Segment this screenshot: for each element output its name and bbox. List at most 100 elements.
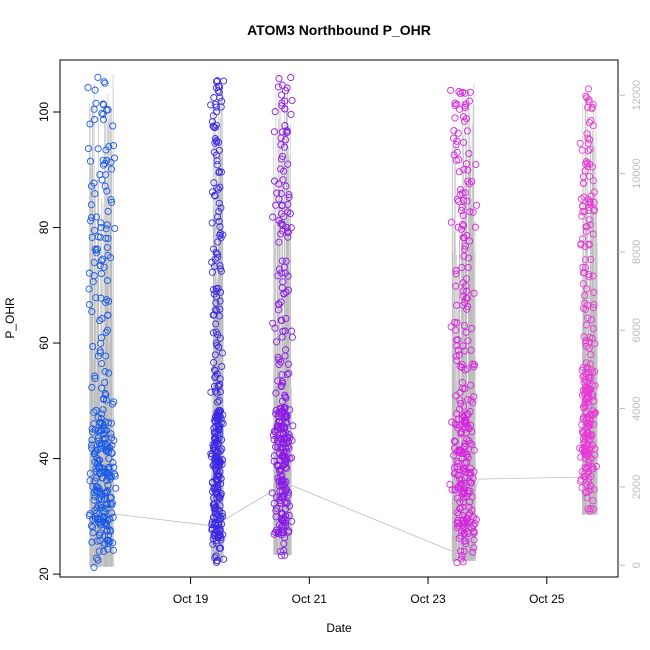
scatter-point <box>450 437 458 445</box>
scatter-point <box>278 522 286 530</box>
scatter-point <box>582 408 590 417</box>
scatter-point <box>106 526 114 534</box>
scatter-point <box>287 224 295 232</box>
scatter-point <box>209 122 217 130</box>
scatter-point <box>98 255 107 263</box>
scatter-point <box>274 528 282 536</box>
scatter-point <box>97 223 105 232</box>
scatter-point <box>214 238 222 246</box>
scatter-point <box>456 186 464 194</box>
scatter-point <box>287 73 295 82</box>
scatter-point <box>273 526 281 534</box>
scatter-point <box>269 213 277 221</box>
scatter-point <box>459 384 467 392</box>
scatter-point <box>107 196 115 204</box>
scatter-point <box>459 221 467 229</box>
scatter-point <box>278 371 286 379</box>
scatter-point <box>213 494 221 502</box>
scatter-point <box>216 223 224 231</box>
scatter-point <box>97 270 106 278</box>
scatter-point <box>580 429 588 437</box>
scatter-point <box>100 547 108 555</box>
scatter-point <box>289 422 297 430</box>
scatter-point <box>466 479 474 487</box>
scatter-point <box>585 384 593 392</box>
scatter-point <box>463 275 471 283</box>
scatter-point <box>106 537 114 546</box>
scatter-point <box>450 470 458 478</box>
scatter-point <box>90 563 98 571</box>
scatter-point <box>583 494 591 502</box>
scatter-point <box>454 129 462 137</box>
scatter-point <box>278 257 286 265</box>
scatter-point <box>110 154 119 162</box>
scatter-point <box>89 428 97 436</box>
scatter-point <box>582 431 590 439</box>
scatter-point <box>212 121 220 129</box>
scatter-point <box>102 328 110 336</box>
scatter-point <box>461 104 469 112</box>
scatter-point <box>103 277 111 285</box>
scatter-point <box>88 444 96 452</box>
scatter-point <box>589 177 597 185</box>
scatter-point <box>84 144 93 153</box>
scatter-point <box>220 77 228 85</box>
scatter-point <box>111 224 119 233</box>
scatter-point <box>584 314 592 322</box>
scatter-point <box>93 454 101 463</box>
scatter-point <box>92 467 100 476</box>
scatter-point <box>96 347 104 355</box>
scatter-point <box>214 469 222 477</box>
scatter-point <box>209 112 217 120</box>
scatter-point <box>100 78 108 86</box>
scatter-point <box>578 146 586 154</box>
scatter-point <box>589 272 597 280</box>
scatter-point <box>87 217 95 225</box>
scatter-point <box>282 314 290 323</box>
scatter-point <box>456 362 464 370</box>
scatter-point <box>97 441 106 449</box>
scatter-point <box>215 343 223 351</box>
scatter-point <box>464 519 472 527</box>
x-axis-label: Date <box>326 621 352 635</box>
scatter-point <box>451 114 459 122</box>
scatter-point <box>107 165 116 173</box>
scatter-point <box>283 129 291 137</box>
scatter-point <box>102 521 110 530</box>
scatter-point <box>282 136 290 144</box>
scatter-point <box>207 101 215 109</box>
scatter-point <box>279 438 287 446</box>
x-tick-label: Oct 19 <box>173 592 209 606</box>
scatter-point <box>466 237 474 245</box>
scatter-point <box>98 384 106 392</box>
scatter-point <box>92 294 100 302</box>
scatter-point <box>215 199 223 207</box>
scatter-point <box>90 179 98 187</box>
scatter-point <box>460 412 468 420</box>
scatter-point <box>214 381 222 389</box>
scatter-point <box>463 197 471 205</box>
scatter-point <box>213 414 221 422</box>
scatter-point <box>282 288 290 296</box>
scatter-point <box>90 489 98 497</box>
scatter-point <box>279 462 287 470</box>
scatter-point <box>460 166 468 174</box>
scatter-point <box>275 75 283 83</box>
scatter-point <box>452 270 460 278</box>
scatter-point <box>214 185 222 193</box>
scatter-point <box>108 434 116 442</box>
scatter-point <box>283 370 291 379</box>
scatter-point <box>454 346 462 354</box>
scatter-point <box>448 486 456 494</box>
scatter-point <box>213 157 221 165</box>
scatter-point <box>109 546 117 554</box>
scatter-point <box>111 472 119 480</box>
scatter-point <box>463 127 471 135</box>
scatter-point <box>589 324 597 333</box>
scatter-point <box>277 547 285 555</box>
scatter-point <box>217 419 225 427</box>
scatter-point <box>280 540 288 548</box>
scatter-point <box>104 539 112 547</box>
scatter-point <box>100 541 108 549</box>
scatter-point <box>586 136 594 144</box>
